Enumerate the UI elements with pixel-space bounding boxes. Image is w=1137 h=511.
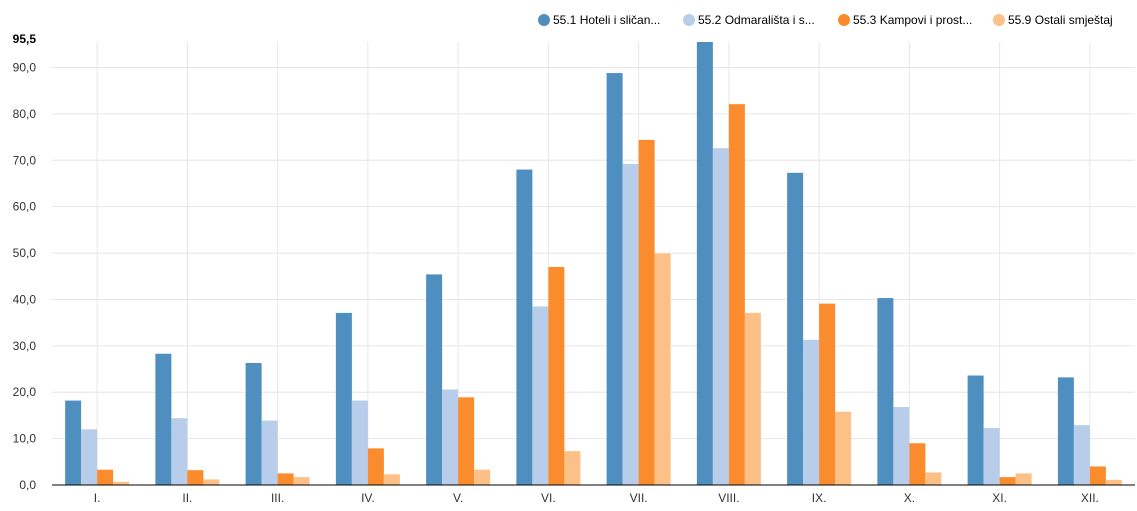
bar-series-1-vii[interactable] bbox=[606, 73, 623, 485]
x-tick-label: XII. bbox=[1081, 491, 1099, 505]
bar-series-1-ii[interactable] bbox=[155, 353, 172, 485]
bar-series-3-iv[interactable] bbox=[367, 448, 384, 485]
legend: 55.1 Hoteli i sličan... 55.2 Odmarališta … bbox=[538, 13, 1113, 27]
y-tick-label: 40,0 bbox=[13, 292, 37, 306]
legend-item-3[interactable]: 55.3 Kampovi i prost... bbox=[838, 13, 972, 27]
bar-series-4-iv[interactable] bbox=[383, 474, 400, 485]
x-tick-label: X. bbox=[904, 491, 915, 505]
bar-series-3-viii[interactable] bbox=[728, 104, 745, 485]
legend-item-1[interactable]: 55.1 Hoteli i sličan... bbox=[538, 13, 660, 27]
bar-series-4-viii[interactable] bbox=[744, 312, 761, 485]
bar-series-2-iii[interactable] bbox=[261, 420, 278, 485]
bar-series-4-v[interactable] bbox=[474, 469, 491, 485]
y-tick-label: 0,0 bbox=[19, 478, 36, 492]
y-tick-label: 50,0 bbox=[13, 246, 37, 260]
x-tick-label: VII. bbox=[630, 491, 648, 505]
x-tick-label: V. bbox=[453, 491, 463, 505]
x-tick-label: IX. bbox=[812, 491, 827, 505]
bar-series-3-iii[interactable] bbox=[277, 473, 294, 485]
y-tick-label: 30,0 bbox=[13, 339, 37, 353]
bar-series-1-x[interactable] bbox=[877, 298, 894, 485]
bar-series-3-x[interactable] bbox=[909, 443, 926, 485]
bar-series-2-xi[interactable] bbox=[983, 427, 1000, 485]
bar-series-2-x[interactable] bbox=[893, 407, 910, 485]
legend-swatch bbox=[993, 14, 1005, 26]
bar-series-1-vi[interactable] bbox=[516, 169, 533, 486]
bars bbox=[65, 42, 1122, 486]
x-tick-label: VI. bbox=[541, 491, 556, 505]
bar-series-3-xi[interactable] bbox=[999, 477, 1016, 485]
legend-label: 55.2 Odmarališta i s... bbox=[698, 13, 815, 27]
legend-label: 55.3 Kampovi i prost... bbox=[853, 13, 972, 27]
axes: 0,0 10,0 20,0 30,0 40,0 50,0 60,0 70,0 80,0 90,0 9… bbox=[13, 32, 1135, 505]
x-tick-label: XI. bbox=[992, 491, 1007, 505]
bar-series-1-viii[interactable] bbox=[696, 42, 713, 485]
bar-series-1-v[interactable] bbox=[426, 274, 443, 485]
bar-series-3-i[interactable] bbox=[97, 469, 114, 485]
bar-series-2-viii[interactable] bbox=[712, 148, 729, 485]
bar-series-1-iv[interactable] bbox=[335, 312, 352, 485]
bar-series-1-i[interactable] bbox=[65, 400, 82, 485]
bar-series-4-ii[interactable] bbox=[203, 479, 220, 485]
legend-swatch bbox=[538, 14, 550, 26]
bar-series-4-x[interactable] bbox=[925, 472, 942, 485]
bar-series-2-v[interactable] bbox=[442, 389, 459, 485]
bar-series-4-ix[interactable] bbox=[835, 411, 852, 485]
y-max-label: 95,5 bbox=[13, 32, 37, 46]
bar-series-4-xi[interactable] bbox=[1015, 473, 1032, 485]
x-tick-label: II. bbox=[182, 491, 192, 505]
bar-series-3-vi[interactable] bbox=[548, 266, 565, 485]
bar-series-2-ix[interactable] bbox=[803, 339, 820, 485]
legend-swatch bbox=[838, 14, 850, 26]
x-tick-label: I. bbox=[94, 491, 101, 505]
bar-series-3-v[interactable] bbox=[458, 397, 475, 485]
y-tick-label: 80,0 bbox=[13, 107, 37, 121]
bar-series-4-vii[interactable] bbox=[654, 253, 671, 485]
y-tick-label: 70,0 bbox=[13, 153, 37, 167]
bar-series-2-ii[interactable] bbox=[171, 418, 188, 485]
bar-series-4-iii[interactable] bbox=[293, 477, 310, 485]
legend-item-4[interactable]: 55.9 Ostali smještaj bbox=[993, 13, 1113, 27]
legend-swatch bbox=[683, 14, 695, 26]
y-tick-label: 10,0 bbox=[13, 432, 37, 446]
x-tick-label: III. bbox=[271, 491, 284, 505]
y-tick-label: 60,0 bbox=[13, 200, 37, 214]
bar-series-2-iv[interactable] bbox=[351, 400, 368, 485]
bar-series-3-ix[interactable] bbox=[819, 303, 836, 485]
bar-series-4-i[interactable] bbox=[113, 481, 130, 485]
bar-series-3-vii[interactable] bbox=[638, 139, 655, 485]
legend-label: 55.1 Hoteli i sličan... bbox=[553, 13, 660, 27]
bar-series-4-vi[interactable] bbox=[564, 451, 581, 485]
bar-series-3-ii[interactable] bbox=[187, 470, 204, 485]
bar-series-1-ix[interactable] bbox=[787, 172, 804, 485]
bar-series-4-xii[interactable] bbox=[1105, 479, 1122, 485]
y-tick-label: 20,0 bbox=[13, 385, 37, 399]
bar-series-2-xii[interactable] bbox=[1073, 425, 1090, 485]
x-tick-label: VIII. bbox=[718, 491, 739, 505]
bar-series-2-vii[interactable] bbox=[622, 163, 639, 485]
legend-item-2[interactable]: 55.2 Odmarališta i s... bbox=[683, 13, 815, 27]
bar-series-2-vi[interactable] bbox=[532, 306, 549, 485]
x-tick-label: IV. bbox=[361, 491, 375, 505]
bar-series-1-iii[interactable] bbox=[245, 363, 262, 485]
legend-label: 55.9 Ostali smještaj bbox=[1008, 13, 1113, 27]
y-tick-label: 90,0 bbox=[13, 61, 37, 75]
bar-series-2-i[interactable] bbox=[81, 429, 98, 485]
bar-series-1-xi[interactable] bbox=[967, 375, 984, 485]
bar-series-1-xii[interactable] bbox=[1057, 377, 1074, 485]
bar-series-3-xii[interactable] bbox=[1089, 466, 1106, 485]
